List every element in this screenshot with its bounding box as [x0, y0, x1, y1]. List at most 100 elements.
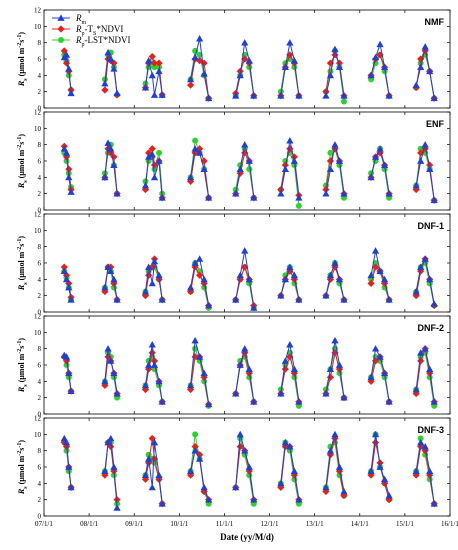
- data-point: [113, 190, 121, 197]
- data-point: [245, 467, 253, 475]
- data-point: [158, 194, 166, 201]
- data-point: [245, 275, 253, 283]
- data-point: [385, 496, 393, 504]
- data-point: [246, 166, 253, 173]
- data-point: [421, 141, 429, 148]
- data-point: [65, 65, 73, 72]
- data-point: [148, 145, 156, 153]
- data-point: [236, 442, 244, 451]
- data-point: [187, 75, 195, 83]
- data-point: [158, 398, 166, 405]
- data-point: [412, 467, 420, 474]
- data-point: [426, 365, 434, 372]
- data-point: [245, 463, 253, 470]
- data-point: [104, 263, 112, 270]
- y-tick-label: 4: [38, 378, 42, 386]
- data-point: [110, 275, 118, 283]
- data-point: [331, 430, 339, 438]
- data-point: [326, 365, 335, 372]
- data-point: [150, 59, 159, 67]
- data-point: [290, 471, 298, 479]
- data-point: [101, 79, 109, 87]
- data-point: [290, 275, 298, 283]
- data-point: [281, 357, 289, 364]
- data-point: [145, 455, 153, 462]
- data-point: [156, 149, 163, 156]
- data-point: [335, 361, 344, 368]
- data-point: [205, 301, 213, 309]
- data-point: [290, 365, 298, 372]
- data-point: [155, 377, 163, 385]
- data-point: [145, 263, 153, 270]
- data-point: [232, 190, 240, 197]
- data-point: [430, 94, 438, 102]
- x-tick-label: 13/1/1: [306, 520, 324, 528]
- data-point: [417, 63, 425, 71]
- data-point: [141, 471, 150, 479]
- data-point: [145, 153, 153, 160]
- data-point: [148, 150, 156, 158]
- x-axis-label: Date (yy/M/d): [220, 532, 274, 542]
- data-point: [104, 438, 112, 446]
- data-point: [417, 435, 424, 442]
- data-point: [158, 296, 166, 303]
- x-tick-label: 08/1/1: [80, 520, 98, 528]
- data-point: [295, 92, 303, 99]
- data-point: [281, 63, 289, 71]
- panel-label: DNF-1: [418, 221, 445, 231]
- data-point: [331, 259, 339, 266]
- data-point: [241, 39, 249, 46]
- data-point: [286, 340, 294, 348]
- data-point: [371, 263, 380, 271]
- data-point: [277, 185, 285, 194]
- data-point: [295, 202, 302, 209]
- data-point: [145, 361, 153, 368]
- series-0: [60, 136, 438, 204]
- y-tick-label: 6: [38, 362, 42, 370]
- data-point: [241, 447, 249, 454]
- data-point: [430, 196, 438, 204]
- y-axis-label: Rs (μmol m-2s-1): [17, 338, 29, 394]
- data-point: [60, 145, 68, 152]
- y-tick-label: 0: [38, 513, 42, 521]
- x-tick-label: 14/1/1: [351, 520, 369, 528]
- data-point: [326, 271, 335, 279]
- y-tick-label: 8: [38, 141, 42, 149]
- data-point: [277, 88, 284, 95]
- data-point: [322, 92, 330, 99]
- data-point: [245, 365, 253, 372]
- data-point: [241, 141, 249, 148]
- data-point: [145, 365, 153, 373]
- data-point: [331, 336, 339, 344]
- series-0: [60, 430, 438, 511]
- data-point: [191, 447, 199, 454]
- data-point: [67, 89, 75, 97]
- data-point: [65, 463, 73, 470]
- legend-marker: [58, 37, 64, 43]
- data-point: [340, 190, 348, 197]
- data-point: [326, 71, 335, 79]
- data-point: [376, 267, 384, 275]
- y-tick-label: 10: [34, 329, 42, 337]
- data-point: [148, 279, 156, 287]
- data-point: [326, 275, 335, 283]
- data-point: [200, 275, 208, 283]
- series-0: [60, 34, 438, 102]
- x-tick-label: 07/1/1: [35, 520, 53, 528]
- data-point: [295, 296, 303, 303]
- data-point: [412, 385, 420, 393]
- y-tick-label: 0: [38, 105, 42, 113]
- y-tick-label: 12: [34, 313, 42, 321]
- data-point: [101, 86, 109, 94]
- data-point: [110, 463, 118, 470]
- data-point: [101, 287, 109, 296]
- data-point: [281, 438, 289, 446]
- data-point: [322, 483, 330, 491]
- data-point: [65, 283, 73, 291]
- data-point: [281, 275, 289, 283]
- data-point: [367, 173, 375, 181]
- legend-marker: [57, 14, 65, 21]
- data-point: [430, 500, 438, 507]
- data-point: [380, 275, 389, 283]
- data-point: [200, 70, 208, 77]
